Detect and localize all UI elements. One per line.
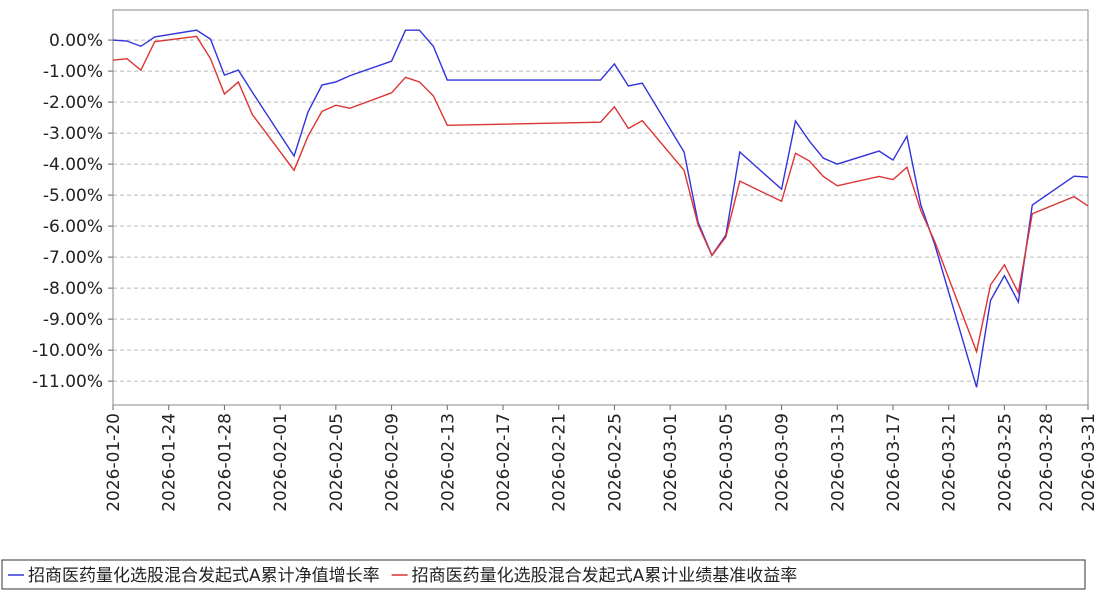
- y-tick-label: -6.00%: [43, 217, 103, 237]
- x-tick-label: 2026-01-24: [160, 413, 180, 512]
- y-tick-label: -4.00%: [43, 155, 103, 175]
- legend-box: [1, 559, 1086, 590]
- x-tick-label: 2026-02-25: [605, 413, 625, 512]
- x-tick-label: 2026-03-09: [773, 413, 793, 512]
- legend-label: 招商医药量化选股混合发起式A累计净值增长率: [28, 566, 380, 586]
- x-tick-label: 2026-03-13: [828, 413, 848, 512]
- x-tick-label: 2026-03-25: [995, 413, 1015, 512]
- y-tick-label: -8.00%: [43, 279, 103, 299]
- x-tick-label: 2026-03-17: [884, 413, 904, 512]
- x-tick-label: 2026-03-05: [717, 413, 737, 512]
- y-tick-label: -9.00%: [43, 310, 103, 330]
- x-tick-label: 2026-03-31: [1079, 413, 1098, 512]
- y-tick-label: -1.00%: [43, 62, 103, 82]
- y-tick-label: 0.00%: [49, 31, 103, 51]
- legend-label: 招商医药量化选股混合发起式A累计业绩基准收益率: [412, 566, 798, 586]
- x-tick-label: 2026-03-28: [1037, 413, 1057, 512]
- y-tick-label: -3.00%: [43, 124, 103, 144]
- series-line: [112, 29, 1089, 388]
- y-tick-label: -11.00%: [32, 372, 103, 392]
- x-tick-label: 2026-02-05: [327, 413, 347, 512]
- x-tick-label: 2026-03-01: [661, 413, 681, 512]
- x-tick-label: 2026-01-20: [104, 413, 124, 512]
- x-tick-label: 2026-02-21: [550, 413, 570, 512]
- x-tick-label: 2026-02-13: [438, 413, 458, 512]
- y-tick-label: -7.00%: [43, 248, 103, 268]
- x-tick-label: 2026-02-17: [494, 413, 514, 512]
- x-tick-label: 2026-02-09: [383, 413, 403, 512]
- y-tick-label: -10.00%: [32, 341, 103, 361]
- y-tick-label: -2.00%: [43, 93, 103, 113]
- plot-frame: [112, 9, 1089, 406]
- y-tick-label: -5.00%: [43, 186, 103, 206]
- x-tick-label: 2026-02-01: [271, 413, 291, 512]
- x-tick-label: 2026-03-21: [940, 413, 960, 512]
- x-tick-label: 2026-01-28: [215, 413, 235, 512]
- series-line: [112, 35, 1089, 355]
